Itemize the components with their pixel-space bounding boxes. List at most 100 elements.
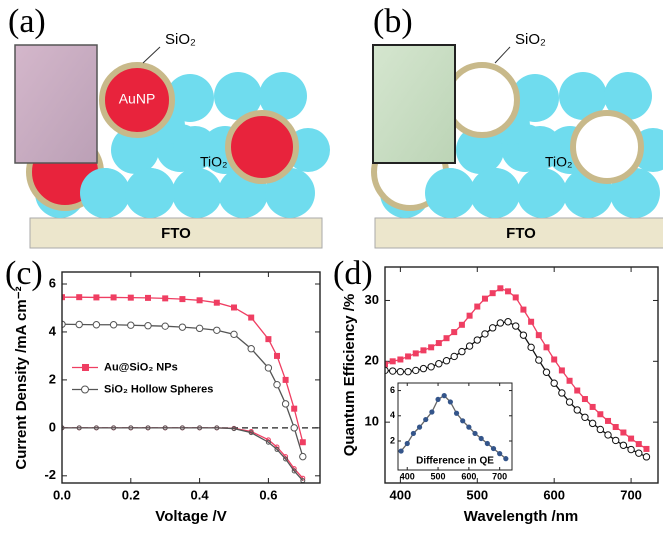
marker [388, 367, 397, 375]
marker [484, 440, 490, 447]
marker [472, 430, 478, 437]
marker [291, 405, 298, 412]
marker [214, 425, 220, 431]
shell-label: SiO₂ [515, 31, 546, 48]
marker [197, 425, 203, 431]
marker [127, 294, 134, 301]
plot [385, 285, 651, 461]
marker [466, 424, 472, 430]
panel-a: (a) SiO₂ AuNP TiO₂ FTO [8, 3, 330, 249]
marker [92, 321, 101, 329]
marker [481, 295, 488, 302]
marker [283, 456, 289, 462]
marker [195, 324, 204, 333]
x-tick-label: 600 [543, 487, 565, 502]
marker [481, 330, 489, 338]
marker [558, 389, 566, 397]
substrate-label: FTO [161, 225, 191, 242]
matrix-label: TiO₂ [545, 154, 572, 170]
marker [458, 347, 466, 356]
marker [128, 425, 134, 431]
marker [405, 353, 412, 360]
marker [412, 350, 419, 357]
marker [265, 336, 272, 343]
marker [76, 425, 82, 431]
marker [635, 441, 642, 448]
marker [535, 356, 543, 364]
marker [574, 387, 581, 394]
marker [551, 356, 558, 363]
x-axis-label: Wavelength /nm [464, 508, 578, 525]
marker [290, 424, 298, 432]
marker [589, 403, 596, 410]
marker [512, 322, 520, 330]
marker [179, 425, 185, 431]
marker [597, 411, 604, 418]
x-tick-label: 0.4 [191, 487, 210, 502]
marker [291, 468, 297, 474]
marker [619, 441, 628, 449]
marker [75, 320, 83, 329]
matrix-label: TiO₂ [200, 154, 227, 170]
marker [178, 323, 187, 331]
marker [565, 398, 574, 406]
y-tick-label: 2 [390, 435, 395, 445]
marker [505, 288, 512, 295]
legend-marker [81, 385, 89, 394]
marker [566, 377, 573, 384]
x-tick-label: 500 [431, 471, 446, 481]
series-line [62, 427, 304, 482]
y-tick-label: 2 [49, 371, 56, 386]
marker [420, 347, 427, 354]
marker [435, 360, 443, 368]
marker [274, 352, 280, 359]
marker [620, 429, 627, 436]
marker [248, 314, 255, 321]
marker [550, 379, 558, 387]
marker [396, 367, 405, 376]
x-tick-label: 400 [390, 487, 412, 502]
y-axis-label: Current Density /mA cm⁻² [13, 286, 30, 469]
panel-label: (d) [333, 255, 373, 292]
x-tick-label: 500 [466, 487, 488, 502]
chart: 400 500 600 700 10 20 30(d) Wavelength /nm Quant… [333, 255, 659, 525]
marker [127, 321, 135, 329]
marker [512, 294, 519, 301]
shell-label: SiO₂ [165, 31, 196, 48]
marker [642, 453, 651, 461]
marker [465, 342, 474, 350]
marker [435, 340, 442, 347]
marker [627, 445, 635, 454]
marker [497, 285, 504, 292]
marker [264, 364, 273, 372]
legend-marker [82, 364, 89, 371]
marker [527, 343, 535, 352]
plot-frame [384, 266, 659, 484]
marker [503, 456, 509, 462]
panel-label: (c) [5, 255, 43, 292]
marker [213, 299, 220, 306]
marker [62, 425, 65, 431]
marker [273, 380, 281, 389]
marker [519, 331, 528, 339]
marker [110, 294, 117, 301]
marker [162, 295, 169, 302]
marker [588, 419, 597, 428]
marker [230, 330, 238, 339]
marker [397, 356, 404, 363]
y-tick-label: 6 [49, 275, 56, 290]
marker [504, 318, 512, 326]
marker [428, 344, 435, 351]
particle-label: AuNP [119, 91, 156, 107]
marker [111, 425, 117, 431]
inset-title: Difference in QE [416, 456, 494, 467]
marker [489, 290, 496, 297]
y-tick-label: 4 [390, 410, 395, 420]
fto-layer [374, 217, 663, 249]
marker [282, 376, 289, 383]
inset-bg [398, 383, 512, 470]
inset: 400 500 600 700 2 4 6 Difference in QE [390, 382, 513, 481]
y-tick-label: 6 [390, 385, 395, 395]
marker [299, 452, 307, 461]
x-tick-label: 400 [400, 471, 415, 481]
